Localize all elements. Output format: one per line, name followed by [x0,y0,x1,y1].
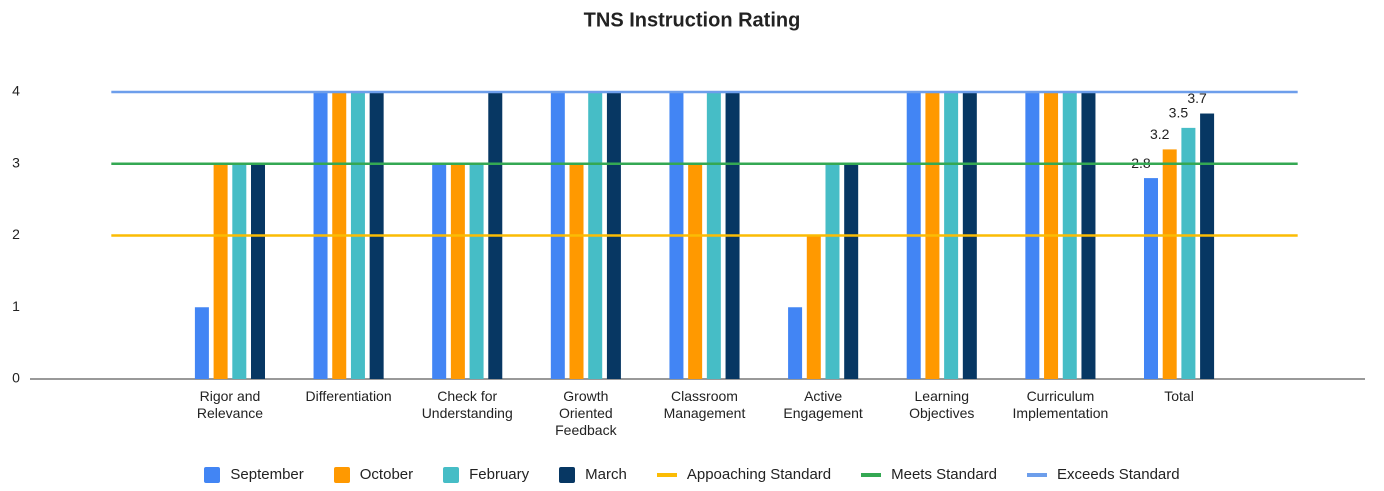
legend-label: Exceeds Standard [1057,466,1180,483]
bar [251,163,266,379]
legend-swatch [656,472,677,477]
legend-label: Meets Standard [891,466,998,483]
y-tick-label: 3 [12,154,20,170]
legend-item: February [443,466,529,483]
bar [1181,127,1196,379]
bar [688,163,703,379]
x-tick-label: Differentiation [305,388,392,404]
y-tick-label: 0 [12,370,20,386]
bar [806,235,821,379]
bar [569,163,584,379]
legend-item: March [559,466,627,483]
x-tick-label: Rigor and Relevance [196,388,264,421]
x-tick-label: Classroom Management [663,388,746,421]
bar [194,307,209,379]
legend-swatch [559,466,576,483]
legend-swatch [204,466,221,483]
legend-label: February [469,466,530,483]
data-label: 3.5 [1169,105,1189,121]
x-tick-label: Growth Oriented Feedback [555,388,617,438]
bar [432,163,447,379]
bar [825,163,840,379]
bar [844,163,859,379]
legend-swatch [861,472,882,477]
bar [232,163,247,379]
legend-item: Appoaching Standard [656,466,832,483]
data-label: 3.7 [1187,90,1207,106]
bar [788,307,803,379]
x-tick-label: Active Engagement [783,388,863,421]
bar [469,163,484,379]
bar [450,163,465,379]
bar [1162,149,1177,379]
chart-title: TNS Instruction Rating [584,9,801,31]
bar [1143,178,1158,379]
x-tick-label: Curriculum Implementation [1012,388,1109,421]
x-tick-label: Learning Objectives [909,388,975,421]
y-tick-label: 2 [12,226,20,242]
legend-item: Meets Standard [861,466,997,483]
legend-swatch [333,466,350,483]
data-label: 3.2 [1150,126,1170,142]
legend-item: Exceeds Standard [1027,466,1180,483]
x-tick-label: Total [1164,388,1194,404]
x-tick-label: Check for Understanding [421,388,513,421]
bar [1200,113,1215,380]
bar [213,163,228,379]
legend-swatch [1027,472,1048,477]
legend-label: March [585,466,627,483]
legend-label: Appoaching Standard [686,466,832,483]
y-tick-label: 4 [12,83,20,99]
legend-swatch [443,466,460,483]
y-tick-label: 1 [12,298,20,314]
legend: September October February March Appoaching … [0,466,1384,483]
legend-label: October [359,466,414,483]
legend-label: September [230,466,304,483]
legend-item: October [333,466,414,483]
legend-item: September [204,466,304,483]
